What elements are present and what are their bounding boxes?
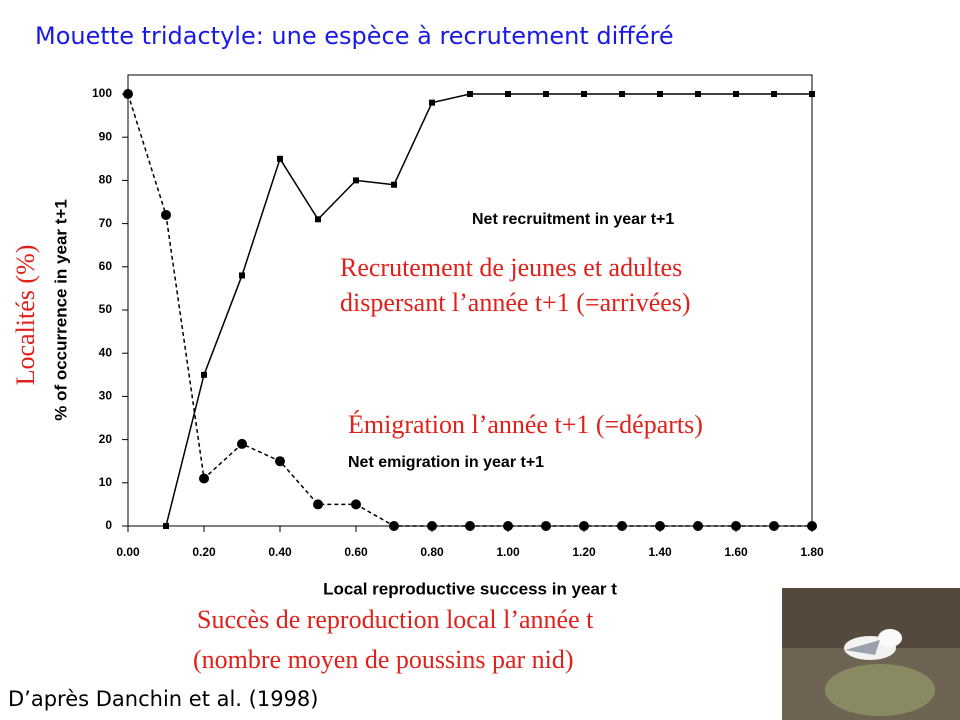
marker (275, 456, 285, 467)
source: D’après Danchin et al. (1998) (8, 687, 319, 711)
marker (579, 521, 589, 531)
marker (619, 91, 625, 97)
slide-title: Mouette tridactyle: une espèce à recrute… (35, 22, 674, 50)
x-tick-label: 1.40 (648, 545, 672, 559)
annotation: dispersant l’année t+1 (=arrivées) (340, 288, 691, 317)
y-tick-label: 80 (99, 173, 113, 187)
marker (657, 91, 663, 97)
x-tick-label: 1.60 (724, 545, 748, 559)
x-tick-label: 1.20 (572, 545, 596, 559)
marker (201, 371, 207, 378)
marker (237, 438, 247, 449)
y-label: % of occurrence in year t+1 (51, 199, 70, 421)
marker (807, 521, 817, 531)
marker (239, 272, 245, 279)
y-tick-label: 40 (99, 345, 113, 359)
marker (389, 521, 399, 531)
marker (731, 521, 741, 531)
marker (391, 181, 397, 188)
y-tick-label: 100 (92, 86, 112, 100)
x-label-fr: Succès de reproduction local l’année t (197, 605, 594, 634)
marker (541, 521, 551, 531)
marker (809, 91, 815, 97)
y-tick-label: 60 (99, 259, 113, 273)
marker (543, 91, 549, 97)
x-label-fr: (nombre moyen de poussins par nid) (193, 645, 574, 674)
y-tick-label: 20 (99, 432, 113, 446)
marker (123, 89, 133, 99)
x-tick-label: 0.00 (116, 545, 140, 559)
x-tick-label: 0.40 (268, 545, 292, 559)
marker (503, 521, 513, 531)
x-label: Local reproductive success in year t (323, 579, 617, 598)
marker (505, 91, 511, 97)
y-tick-label: 0 (105, 518, 112, 532)
x-tick-label: 1.00 (496, 545, 520, 559)
series-label: Net recruitment in year t+1 (472, 211, 674, 228)
marker (315, 216, 321, 223)
marker (351, 499, 361, 510)
x-tick-label: 1.80 (800, 545, 824, 559)
series-label: Net emigration in year t+1 (348, 454, 544, 471)
marker (313, 499, 323, 510)
series-line (165, 93, 812, 527)
marker (161, 209, 171, 220)
marker (429, 99, 435, 106)
y-tick-label: 30 (99, 389, 113, 403)
y-tick-label: 10 (99, 475, 113, 489)
marker (693, 521, 703, 531)
x-tick-label: 0.20 (192, 545, 216, 559)
x-tick-label: 0.80 (420, 545, 444, 559)
y-tick-label: 70 (99, 216, 113, 230)
y-tick-label: 90 (99, 129, 113, 143)
marker (467, 91, 473, 97)
x-tick-label: 0.60 (344, 545, 368, 559)
marker (581, 91, 587, 97)
y-tick-label: 50 (99, 302, 113, 316)
annotation: Émigration l’année t+1 (=départs) (348, 410, 703, 439)
photo (782, 588, 960, 720)
marker (617, 521, 627, 531)
marker (427, 521, 437, 531)
marker (199, 473, 209, 484)
marker (695, 91, 701, 97)
marker (465, 521, 475, 531)
marker (277, 155, 283, 162)
marker (163, 523, 169, 529)
marker (733, 91, 739, 97)
marker (769, 521, 779, 531)
marker (655, 521, 665, 531)
marker (353, 177, 359, 184)
marker (771, 91, 777, 97)
y-label-fr: Localités (%) (11, 245, 40, 386)
annotation: Recrutement de jeunes et adultes (340, 253, 682, 282)
